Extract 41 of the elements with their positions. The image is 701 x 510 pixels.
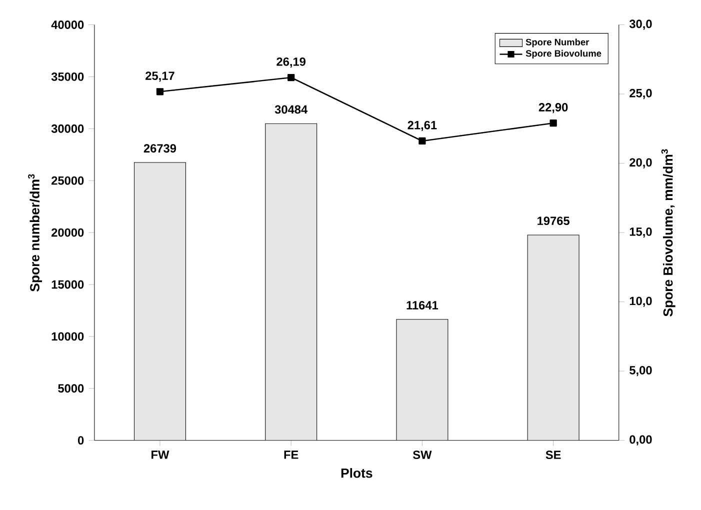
data-label: 30484 [274, 105, 308, 114]
y-tick-label: 10000 [52, 332, 84, 341]
y-tick-label: 5000 [58, 384, 84, 393]
y-tick-label: 30000 [51, 124, 84, 134]
x-axis-title: Plots [341, 468, 372, 478]
data-label: 26,19 [276, 58, 306, 68]
y2-tick-label: 30,0 [629, 20, 652, 30]
y2-tick-label: 25,0 [630, 89, 652, 100]
y2-axis-title: Spore Biovolume, mm/dm$^{3}$ [661, 149, 676, 317]
y-tick-label: 35000 [51, 72, 84, 82]
y2-tick-label: 5,00 [630, 366, 652, 376]
y-tick-label: 40000 [51, 20, 84, 30]
point [156, 88, 164, 96]
bar [134, 162, 186, 441]
data-label: 22,90 [538, 103, 568, 114]
point [418, 138, 426, 145]
x-tick-label: SE [546, 450, 561, 460]
y-tick-label: 20000 [52, 228, 84, 237]
data-label: 26739 [144, 144, 176, 153]
y2-tick-label: 10,0 [630, 296, 652, 308]
x-tick-label: SW [412, 450, 432, 460]
y-tick-label: 15000 [52, 280, 84, 289]
y2-tick-label: 0,00 [630, 435, 652, 446]
point [288, 74, 295, 82]
legend-label: Spore Biovolume [526, 50, 602, 59]
point [550, 120, 557, 127]
data-label: 19765 [538, 216, 570, 226]
data-label: 11641 [406, 301, 438, 310]
x-tick-label: FW [152, 450, 170, 459]
x-tick-label: FE [284, 450, 298, 459]
data-label: 21,61 [408, 121, 437, 132]
y-tick-label: 0 [78, 436, 84, 445]
bar [396, 319, 448, 441]
legend-label: Spore Number [526, 38, 590, 48]
y-tick-label: 25000 [52, 176, 84, 185]
y-axis-title: Spore number/dm$^{3}$ [28, 174, 42, 292]
y2-tick-label: 15,0 [630, 228, 652, 238]
bar [527, 234, 580, 441]
bar [265, 124, 318, 441]
y2-tick-label: 20,0 [630, 158, 652, 169]
data-label: 25,17 [146, 72, 174, 82]
